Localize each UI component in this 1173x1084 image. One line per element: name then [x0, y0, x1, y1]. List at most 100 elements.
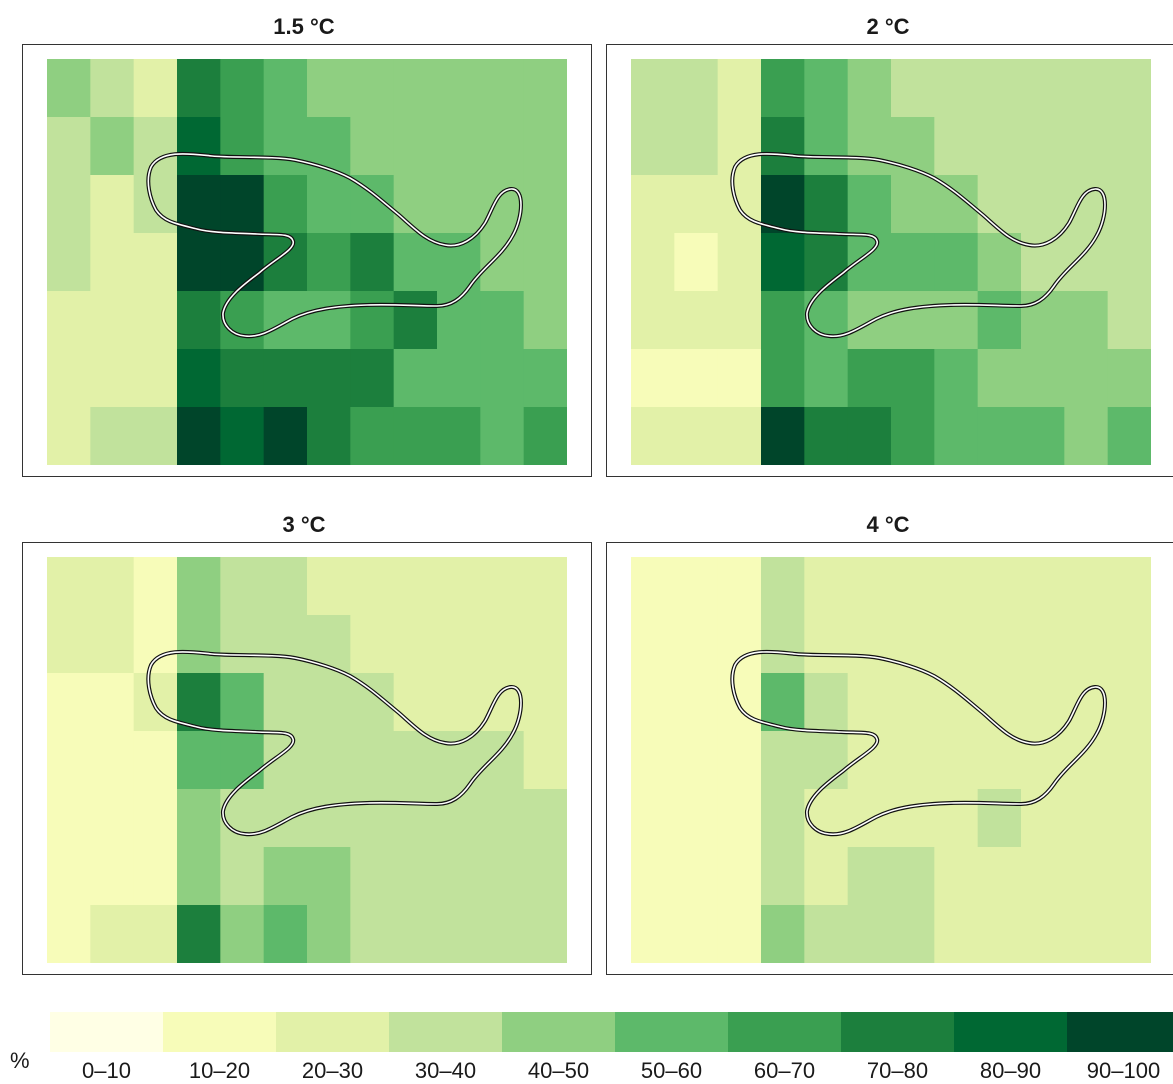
heatmap-cell: [393, 905, 438, 963]
heatmap-cell: [47, 789, 91, 848]
heatmap-cell: [480, 233, 525, 292]
heatmap-cell: [674, 731, 719, 790]
heatmap-cell: [350, 731, 395, 790]
heatmap-cell: [847, 59, 892, 118]
heatmap-cell: [307, 291, 351, 350]
heatmap-cell: [133, 557, 178, 616]
legend-swatch: [50, 1012, 164, 1052]
heatmap-cell: [891, 59, 935, 118]
heatmap-cell: [761, 407, 805, 465]
heatmap-cell: [761, 233, 805, 292]
heatmap-cell: [761, 615, 805, 674]
heatmap-cell: [1064, 233, 1109, 292]
heatmap-cell: [47, 557, 91, 616]
heatmap-cell: [977, 847, 1022, 906]
legend-label-80-90: 80–90: [979, 1058, 1042, 1083]
heatmap-cell: [263, 349, 308, 408]
legend-label-90-100: 90–100: [1086, 1058, 1161, 1083]
heatmap-cell: [177, 59, 221, 118]
heatmap-cell: [891, 905, 935, 963]
heatmap-cell: [220, 407, 265, 465]
heatmap-cell: [674, 615, 719, 674]
legend-swatch: [841, 1012, 955, 1052]
heatmap-cell: [717, 847, 762, 906]
heatmap-cell: [1107, 349, 1151, 408]
heatmap-cell: [220, 233, 265, 292]
heatmap-cell: [393, 117, 438, 176]
heatmap-cell: [47, 117, 91, 176]
heatmap-cell: [47, 673, 91, 732]
heatmap-cell: [717, 557, 762, 616]
heatmap-cell: [480, 731, 525, 790]
legend-swatch: [502, 1012, 616, 1052]
heatmap-cell: [891, 291, 935, 350]
heatmap-cell: [977, 59, 1022, 118]
heatmap-cell: [891, 847, 935, 906]
heatmap-cell: [437, 291, 481, 350]
heatmap-cell: [717, 59, 762, 118]
heatmap-cell: [263, 117, 308, 176]
heatmap-cell: [480, 349, 525, 408]
heatmap-cell: [631, 557, 675, 616]
heatmap-cell: [47, 847, 91, 906]
heatmap-cell: [393, 847, 438, 906]
heatmap-cell: [631, 233, 675, 292]
heatmap-cell: [631, 673, 675, 732]
heatmap-cell: [1064, 557, 1109, 616]
heatmap-cell: [934, 117, 979, 176]
heatmap-cell: [393, 407, 438, 465]
heatmap-cell: [847, 905, 892, 963]
panel-4-title: 4 °C: [866, 512, 910, 537]
heatmap-cell: [90, 615, 135, 674]
heatmap-cell: [263, 847, 308, 906]
heatmap-cell: [934, 847, 979, 906]
heatmap-cell: [523, 731, 567, 790]
heatmap-cell: [133, 175, 178, 234]
heatmap-cell: [437, 905, 481, 963]
heatmap-cell: [804, 117, 849, 176]
heatmap-cell: [1107, 557, 1151, 616]
heatmap-cell: [437, 789, 481, 848]
heatmap-panel-3: [22, 542, 592, 975]
heatmap-cell: [263, 175, 308, 234]
heatmap-cell: [523, 117, 567, 176]
heatmap-cell: [90, 905, 135, 963]
region-outline-inner: [147, 153, 522, 338]
heatmap-cell: [891, 349, 935, 408]
heatmap-cell: [977, 291, 1022, 350]
heatmap-cell: [350, 847, 395, 906]
heatmap-cell: [631, 407, 675, 465]
heatmap-cell: [523, 789, 567, 848]
heatmap-cell: [263, 615, 308, 674]
heatmap-cell: [393, 615, 438, 674]
heatmap-panel-2: [606, 44, 1173, 477]
heatmap-cell: [307, 731, 351, 790]
heatmap-cell: [1107, 291, 1151, 350]
heatmap-cell: [90, 557, 135, 616]
heatmap-cell: [220, 615, 265, 674]
heatmap-cell: [480, 59, 525, 118]
legend-swatch: [276, 1012, 390, 1052]
heatmap-cell: [47, 407, 91, 465]
heatmap-cell: [804, 175, 849, 234]
heatmap-cell: [47, 349, 91, 408]
heatmap-cell: [631, 847, 675, 906]
heatmap-panel-4: [606, 542, 1173, 975]
legend-unit: %: [10, 1048, 30, 1073]
heatmap-cell: [847, 847, 892, 906]
heatmap-cell: [1021, 789, 1065, 848]
heatmap-cell: [761, 557, 805, 616]
heatmap-cell: [90, 407, 135, 465]
heatmap-cell: [90, 175, 135, 234]
heatmap-cell: [263, 59, 308, 118]
heatmap-cell: [133, 233, 178, 292]
heatmap-cell: [393, 557, 438, 616]
heatmap-cell: [90, 673, 135, 732]
heatmap-cell: [1107, 233, 1151, 292]
heatmap-cell: [350, 905, 395, 963]
heatmap-cell: [761, 59, 805, 118]
heatmap-cell: [977, 117, 1022, 176]
heatmap-cell: [847, 407, 892, 465]
heatmap-cell: [1021, 847, 1065, 906]
legend-label-40-50: 40–50: [527, 1058, 590, 1083]
